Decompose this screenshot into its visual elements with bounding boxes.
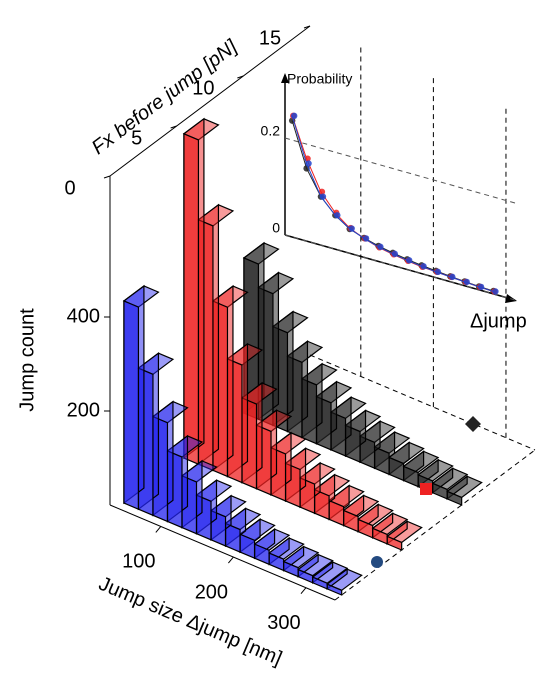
inset-point <box>290 112 298 120</box>
inset-point <box>362 235 370 242</box>
arrow <box>281 73 289 83</box>
inset-point <box>449 273 456 281</box>
inset-y-tick-label: 0.2 <box>261 123 281 139</box>
inset-point <box>492 288 499 295</box>
box-edge <box>334 449 536 601</box>
y-axis-label: Fx before jump [pN] <box>88 36 242 160</box>
y-tick-label: 5 <box>131 127 142 149</box>
x-tick-label: 100 <box>122 551 155 573</box>
inset-point <box>319 193 327 200</box>
y-tick-label: 0 <box>64 177 75 199</box>
box-edge <box>109 25 311 177</box>
inset-y-label: Probability <box>287 71 352 87</box>
box-edge <box>109 504 336 601</box>
inset-point <box>377 243 384 251</box>
inset-point <box>434 268 442 276</box>
inset-point <box>334 212 341 219</box>
x-axis-label: Jump size Δjump [nm] <box>95 573 285 670</box>
inset-point <box>463 278 470 286</box>
z-axis-label: Jump count <box>16 308 38 412</box>
inset-point <box>318 188 326 196</box>
y-tick-label: 10 <box>192 77 214 99</box>
x-tick <box>228 556 234 564</box>
box-edge <box>309 354 536 451</box>
inset-x-label: Δjump <box>470 310 527 332</box>
y-tick <box>303 25 311 29</box>
bar <box>183 132 200 466</box>
inset-point <box>305 160 312 167</box>
y-tick <box>237 75 244 79</box>
x-tick <box>155 526 162 533</box>
y-tick-label: 15 <box>259 27 281 49</box>
z-tick-label: 400 <box>67 305 100 327</box>
inset-point <box>405 257 413 264</box>
grid-line <box>284 234 516 301</box>
x-tick-label: 300 <box>267 612 300 634</box>
inset-point <box>477 283 485 291</box>
bar <box>123 300 140 511</box>
x-tick-label: 200 <box>195 581 228 603</box>
x-tick <box>300 587 307 595</box>
inset-point <box>348 225 355 232</box>
grid-line <box>284 137 516 204</box>
legend-marker <box>420 483 432 495</box>
inset-point <box>420 263 427 270</box>
legend-marker <box>371 556 383 568</box>
inset-point <box>391 250 399 258</box>
legend-marker <box>465 416 481 432</box>
z-tick-label: 200 <box>67 399 100 421</box>
inset-y-tick-label: 0 <box>272 220 280 236</box>
y-tick <box>170 125 177 129</box>
y-tick <box>103 175 111 179</box>
